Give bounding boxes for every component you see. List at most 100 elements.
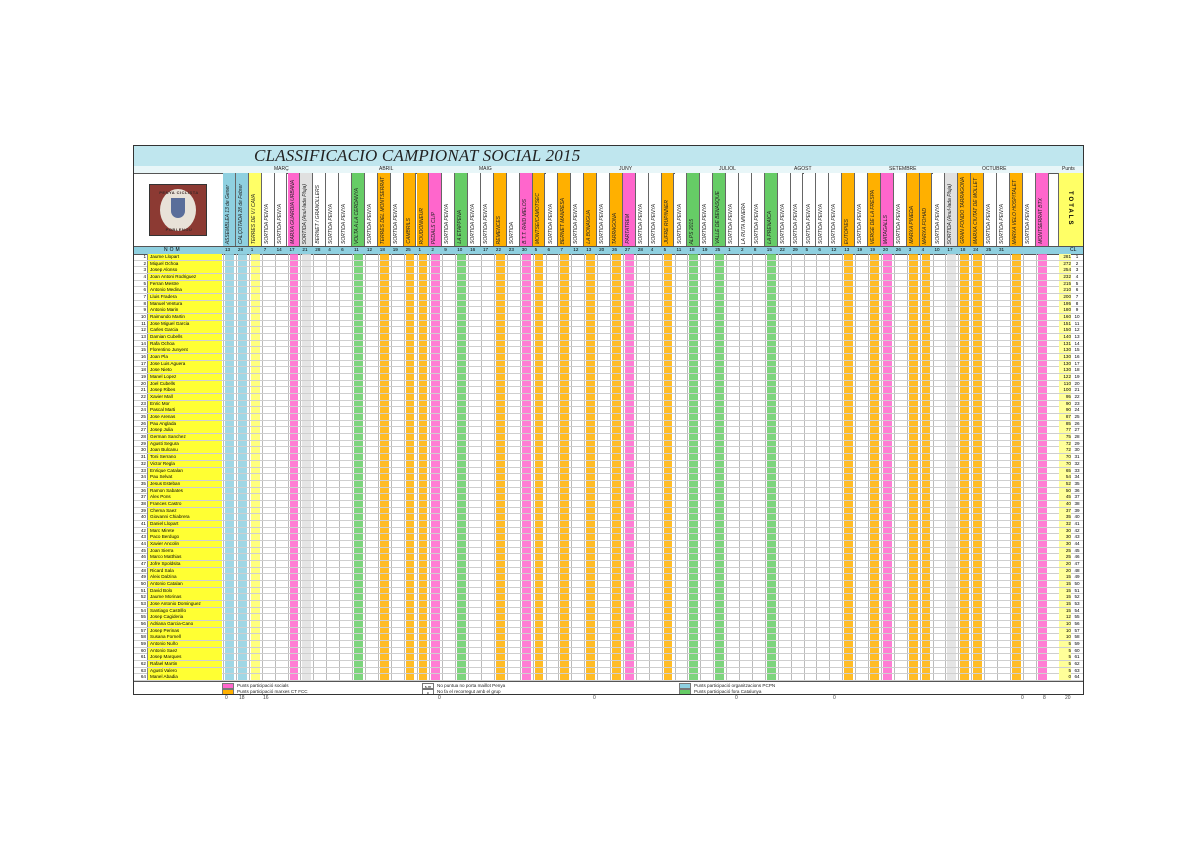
date-number: 6 [341, 247, 344, 252]
total-points: 100 [1059, 387, 1071, 394]
event-header-label: SORTIDA PENYA [599, 203, 606, 244]
column-divider [1009, 254, 1011, 681]
event-header-label: ROUDONNEUR [418, 207, 425, 244]
total-points: 10 [1059, 627, 1071, 634]
classification-rank: 1 [1075, 254, 1079, 259]
event-header-label: TERRES DEL MONTSERRAT [379, 176, 386, 244]
event-header: EUTOPIES [842, 173, 856, 246]
table-row: 51 David Bolo 15 51 [134, 587, 1083, 595]
row-position: 44 [140, 540, 146, 546]
classification-rank: 26 [1074, 420, 1080, 426]
participant-name: Pau Anglada [147, 420, 222, 427]
total-points: 54 [1059, 474, 1071, 481]
participant-name: Rafa Ochoa [147, 340, 222, 347]
classification-rank: 23 [1074, 400, 1080, 406]
column-divider [764, 254, 766, 681]
classification-rank: 5 [1075, 280, 1079, 286]
table-row: 57 Josep Perinas 10 57 [134, 627, 1083, 635]
event-header-label: SORTIDA PENYA [895, 203, 902, 244]
column-divider [326, 254, 328, 681]
event-header: SORTIDA PENYA [648, 173, 662, 246]
event-header: SORTIDA PENYA [997, 173, 1010, 246]
participant-name: Marc Mirete [147, 527, 222, 534]
classification-rank: 7 [1075, 294, 1079, 300]
event-header: ASSEMBLEA 13 de Gener [223, 173, 236, 246]
classification-rank: 40 [1074, 514, 1080, 520]
month-label: SETEMBRE [889, 166, 917, 172]
event-header-label: PARTATREM [624, 214, 631, 244]
row-position: 45 [140, 547, 146, 553]
event-header: LA RUTA MINERA [739, 173, 752, 246]
table-row: 30 Joan Bulcanu 72 30 [134, 447, 1083, 455]
column-divider [300, 254, 302, 681]
column-divider [803, 254, 805, 681]
total-points: 5 [1059, 654, 1071, 661]
total-points: 110 [1059, 380, 1071, 387]
event-header-label: MARXA CIUTAT DE MOLLET [973, 177, 980, 244]
total-points: 30 [1059, 527, 1071, 534]
participant-name: Alex Pons [147, 494, 222, 501]
column-divider [880, 254, 882, 681]
column-divider [751, 254, 753, 681]
row-position: 30 [140, 447, 146, 453]
column-divider [945, 254, 947, 681]
total-points: 10 [1059, 620, 1071, 627]
event-header: BERNET MANRESA [558, 173, 572, 246]
participant-name: Jofre Spoldsita [147, 560, 222, 567]
participant-name: Damian Cubells [147, 334, 222, 341]
event-header-label: GRAN FONDO TARRAGONA [960, 177, 967, 244]
date-number: 1 [418, 247, 422, 252]
table-row: 63 Agusti Valero 5 63 [134, 667, 1083, 675]
table-row: 10 Raimundo Martin 160 10 [134, 314, 1083, 321]
table-row: 11 Jose Miguel Garcia 151 11 [134, 320, 1083, 328]
row-position: 19 [140, 374, 146, 380]
column-divider [261, 254, 263, 681]
event-header: MONTSE/CAMOTSEC [532, 173, 546, 246]
row-position: 7 [143, 294, 146, 300]
classification-rank: 54 [1074, 607, 1080, 613]
total-points: 131 [1059, 340, 1071, 347]
date-number: 25 [715, 247, 721, 252]
event-header-label: MARXA FOHAD [921, 207, 928, 244]
column-divider [1022, 254, 1024, 681]
participant-name: Josep Alonso [147, 267, 222, 274]
table-row: 17 Jose Luis Aguera 130 17 [134, 360, 1083, 368]
table-row: 44 Xavier Ancolin 30 44 [134, 540, 1083, 548]
event-header: SORTIDA PENYA [790, 173, 804, 246]
event-header-label: SORTIDA PENYA [392, 203, 399, 244]
date-number: 2 [431, 247, 434, 252]
total-points: 151 [1059, 320, 1071, 327]
legend-text: Punts participació socials [237, 683, 289, 688]
classification-rank: 28 [1074, 434, 1080, 440]
total-points: 37 [1059, 507, 1071, 514]
date-number: 9 [444, 247, 447, 252]
column-divider [558, 254, 560, 681]
footer-count: 20 [1065, 695, 1071, 701]
column-divider [597, 254, 599, 681]
participant-name: German Sanchez [147, 434, 222, 441]
legend-swatch [679, 683, 691, 689]
classification-rank: 13 [1074, 334, 1080, 340]
event-header-label: SORTIDA (Anul·lada Pluja) [947, 183, 954, 244]
nom-label: NOM [164, 247, 182, 253]
participant-name: Joan Antoni Rodriguez [147, 274, 222, 281]
date-number: 1 [250, 247, 254, 252]
total-points: 130 [1059, 360, 1071, 367]
table-row: 21 Josep Ribes 100 21 [134, 387, 1083, 395]
event-header-label: BERNET / GRANOLLERS [315, 185, 322, 244]
row-position: 54 [140, 607, 146, 613]
column-divider [493, 254, 495, 681]
event-header-label: SORTIDA PENYA [999, 203, 1005, 244]
table-row: 37 Alex Pons 45 37 [134, 494, 1083, 501]
date-number: 19 [392, 247, 398, 252]
totals-header: TOTALS [1058, 173, 1083, 246]
event-header: VERGE DE LA FRESPA [868, 173, 881, 246]
event-header: MARXA CIUTAT DE MOLLET [971, 173, 985, 246]
row-position: 4 [143, 274, 146, 280]
date-number: 26 [895, 247, 901, 252]
table-row: 27 Josep Julia 77 27 [134, 427, 1083, 435]
logo-shield-icon [171, 198, 185, 218]
date-number: 13 [586, 247, 592, 252]
date-number: 17 [947, 247, 953, 252]
legend-swatch [222, 689, 234, 694]
